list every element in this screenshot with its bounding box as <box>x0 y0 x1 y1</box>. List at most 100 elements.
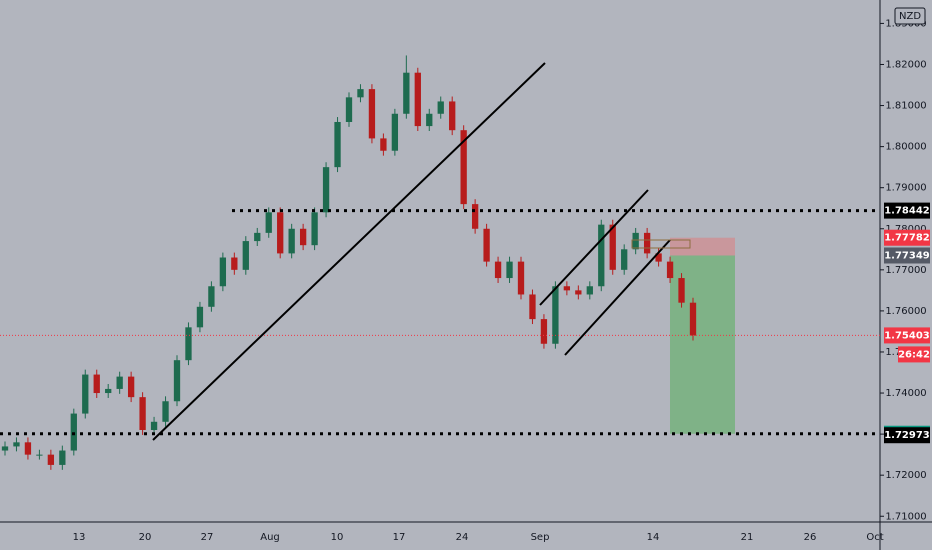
x-tick-label: 13 <box>73 532 86 543</box>
price-badge-label: 1.75403 <box>884 330 930 341</box>
candle-body <box>36 454 43 456</box>
entry-zone <box>631 239 691 249</box>
price-badge-label: 1.72973 <box>884 430 930 441</box>
x-tick-label: 24 <box>456 532 469 543</box>
y-tick-label: 1.81000 <box>885 101 926 112</box>
candle-body <box>105 388 112 394</box>
y-tick-label: 1.82000 <box>885 59 926 70</box>
candle-body <box>265 212 272 233</box>
candle-body <box>334 121 341 168</box>
candle-body <box>288 228 295 254</box>
candle-body <box>254 232 261 242</box>
candle-body <box>345 97 353 122</box>
y-tick-label: 1.79000 <box>885 183 926 194</box>
x-tick-label: 21 <box>741 532 754 543</box>
candle-body <box>471 204 479 229</box>
candle-body <box>299 228 307 246</box>
candle-body <box>540 319 548 344</box>
x-tick-label: Oct <box>866 532 883 543</box>
candle-body <box>150 421 158 431</box>
candle-body <box>13 442 20 447</box>
symbol-badge <box>894 7 926 25</box>
candle-body <box>1 446 9 451</box>
price-badge <box>884 229 930 246</box>
y-tick-label: 1.72000 <box>885 470 926 481</box>
trend-line <box>152 62 546 441</box>
candle-body <box>322 167 330 213</box>
candle-body <box>116 376 123 389</box>
candle-body <box>93 374 100 394</box>
candle-body <box>678 278 685 303</box>
y-tick-label: 1.77000 <box>885 265 926 276</box>
candle-body <box>517 261 525 295</box>
candle-body <box>368 89 376 139</box>
x-tick-label: 14 <box>647 532 660 543</box>
candle-body <box>391 113 399 151</box>
candle-body <box>563 286 571 291</box>
candle-body <box>586 286 593 295</box>
candle-body <box>655 253 662 262</box>
x-tick-label: 10 <box>331 532 344 543</box>
candle-body <box>231 257 238 270</box>
candle-body <box>483 228 490 262</box>
x-tick-label: Sep <box>531 532 550 543</box>
x-tick-label: Aug <box>260 532 280 543</box>
candle-body <box>632 232 639 250</box>
candle-body <box>311 212 318 246</box>
y-tick-label: 1.78000 <box>885 224 926 235</box>
candle-body <box>575 290 582 295</box>
x-tick-label: 26 <box>804 532 817 543</box>
candle-body <box>643 232 651 254</box>
y-tick-label: 1.80000 <box>885 142 926 153</box>
candle-body <box>689 302 697 336</box>
x-tick-label: 17 <box>393 532 406 543</box>
candle-body <box>506 261 513 279</box>
candle-body <box>449 101 456 131</box>
candle-body <box>403 72 410 114</box>
y-tick-label: 1.76000 <box>885 306 926 317</box>
price-badge-label: 1.77782 <box>884 233 930 244</box>
countdown-badge <box>898 346 930 363</box>
candle-body <box>185 327 192 361</box>
candle-body <box>380 138 387 151</box>
candle-body <box>609 224 616 270</box>
candle-body <box>127 376 135 398</box>
symbol-label: NZD <box>899 11 921 22</box>
price-badge <box>884 327 930 344</box>
channel-line <box>564 239 671 356</box>
price-badge-label: 1.78442 <box>884 206 930 217</box>
candle-body <box>139 397 146 431</box>
y-tick-label: 1.74000 <box>885 388 926 399</box>
candle-body <box>552 286 559 344</box>
candle-body <box>208 286 215 307</box>
candle-body <box>426 113 433 127</box>
candle-body <box>621 249 628 270</box>
candle-body <box>666 261 674 279</box>
candle-body <box>173 360 181 402</box>
candle-body <box>277 212 284 254</box>
candle-body <box>414 72 421 127</box>
x-tick-label: 20 <box>139 532 152 543</box>
drawings <box>152 62 691 441</box>
candle-body <box>219 257 227 287</box>
y-tick-label: 1.71000 <box>885 511 926 522</box>
countdown-label: 26:42 <box>898 349 930 360</box>
x-tick-label: 27 <box>201 532 214 543</box>
price-badge <box>884 247 930 264</box>
candle-body <box>24 442 32 455</box>
candle-body <box>196 306 204 328</box>
candle-body <box>82 374 89 414</box>
candle-body <box>242 241 249 270</box>
candle-body <box>70 413 77 451</box>
candle-body <box>437 101 444 114</box>
candle-body <box>162 401 169 422</box>
candle-body <box>460 130 467 205</box>
candle-body <box>357 89 364 98</box>
channel-line <box>539 189 649 306</box>
candle-body <box>47 454 55 465</box>
stop-loss-zone <box>670 237 735 256</box>
price-badge <box>884 427 930 444</box>
price-badge-label: 1.77349 <box>884 250 930 261</box>
